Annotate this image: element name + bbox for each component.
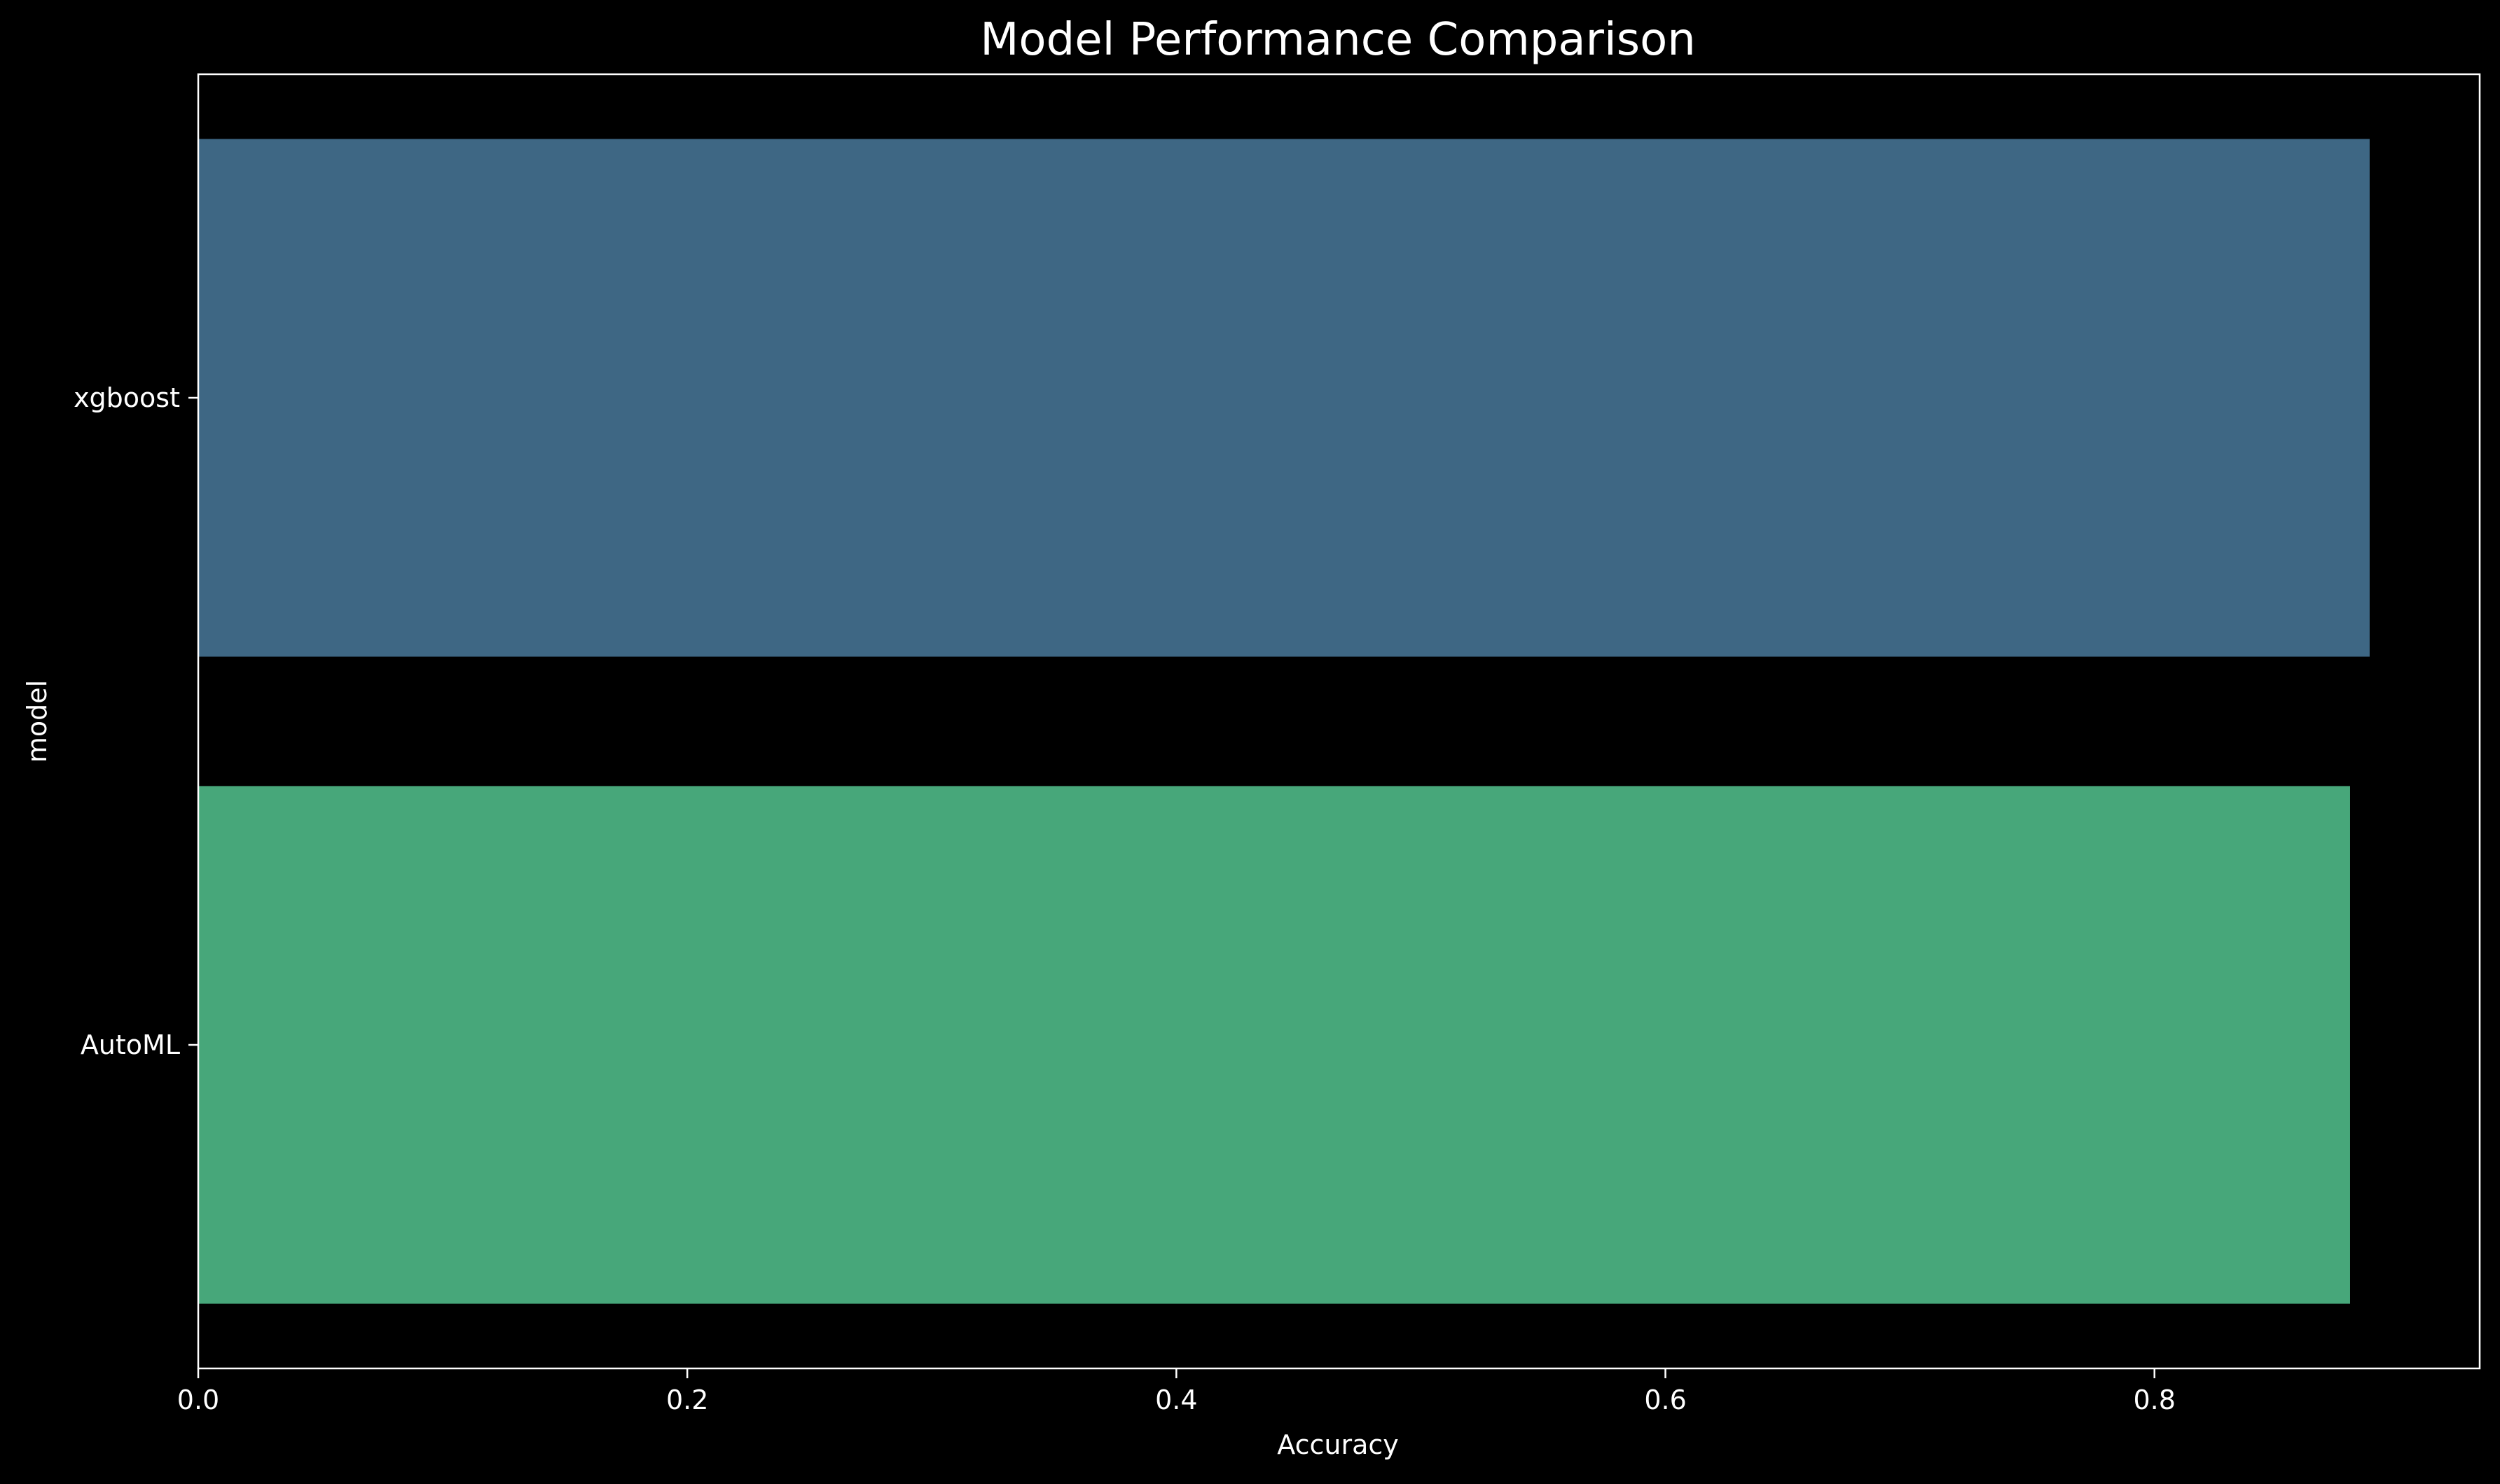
x-tick-label: 0.2 [666,1385,708,1415]
x-axis-label: Accuracy [1277,1429,1399,1460]
chart-title: Model Performance Comparison [980,14,1696,66]
x-tick-label: 0.4 [1155,1385,1197,1415]
y-axis-ticks: xgboost AutoML [74,382,198,1060]
x-tick-label: 0.6 [1644,1385,1686,1415]
y-axis-label: model [22,680,53,763]
x-tick-label: 0.0 [177,1385,219,1415]
bar-xgboost [198,139,2370,657]
x-axis-ticks: 0.0 0.2 0.4 0.6 0.8 [177,1368,2176,1415]
y-tick-label: AutoML [81,1029,180,1060]
bar-automl [198,786,2350,1304]
plot-frame [197,73,2481,1370]
bars-layer [198,139,2370,1304]
x-tick-label: 0.8 [2133,1385,2175,1415]
y-tick-label: xgboost [74,382,180,413]
